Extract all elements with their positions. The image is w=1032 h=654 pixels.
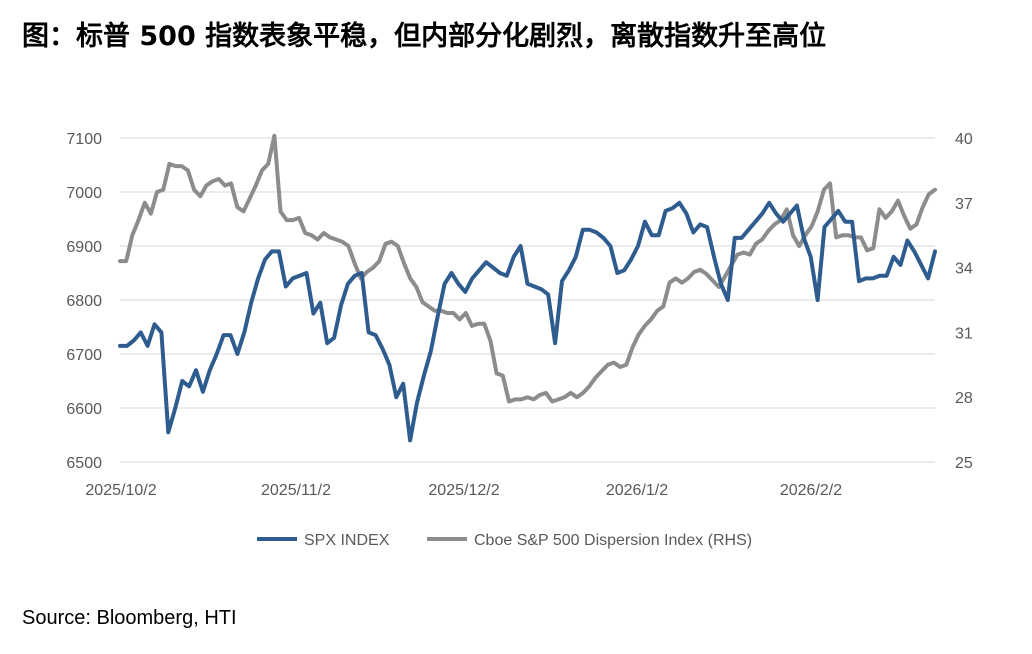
legend-label: SPX INDEX <box>304 532 390 549</box>
right-tick-label: 28 <box>955 390 973 407</box>
right-tick-label: 37 <box>955 196 973 213</box>
chart: 6500 6600 6700 6800 6900 7000 7100 25 28 31 34 37 4… <box>66 131 973 549</box>
series-lines <box>118 133 937 443</box>
x-tick-label: 2026/2/2 <box>780 482 842 499</box>
x-tick-label: 2025/10/2 <box>85 482 156 499</box>
dispersion-index-line <box>118 133 937 404</box>
chart-title: 图：标普 500 指数表象平稳，但内部分化剧烈，离散指数升至高位 <box>22 21 827 52</box>
left-tick-label: 6800 <box>66 293 102 310</box>
right-tick-label: 40 <box>955 131 973 148</box>
x-axis-ticks: 2025/10/2 2025/11/2 2025/12/2 2026/1/2 2026/… <box>85 482 842 499</box>
left-tick-label: 6900 <box>66 239 102 256</box>
x-tick-label: 2026/1/2 <box>606 482 668 499</box>
right-tick-label: 25 <box>955 455 973 472</box>
right-axis-ticks: 25 28 31 34 37 40 <box>955 131 973 472</box>
left-tick-label: 6600 <box>66 401 102 418</box>
left-tick-label: 7100 <box>66 131 102 148</box>
left-tick-label: 6500 <box>66 455 102 472</box>
left-axis-ticks: 6500 6600 6700 6800 6900 7000 7100 <box>66 131 102 472</box>
right-tick-label: 31 <box>955 325 973 342</box>
left-tick-label: 6700 <box>66 347 102 364</box>
source-note: Source: Bloomberg, HTI <box>22 607 237 629</box>
right-tick-label: 34 <box>955 261 973 278</box>
gridlines <box>120 137 935 463</box>
x-tick-label: 2025/12/2 <box>428 482 499 499</box>
left-tick-label: 7000 <box>66 185 102 202</box>
spx-index-line <box>118 200 937 443</box>
legend-label: Cboe S&P 500 Dispersion Index (RHS) <box>474 532 752 549</box>
x-tick-label: 2025/11/2 <box>261 482 331 499</box>
legend: SPX INDEX Cboe S&P 500 Dispersion Index (… <box>257 532 752 549</box>
